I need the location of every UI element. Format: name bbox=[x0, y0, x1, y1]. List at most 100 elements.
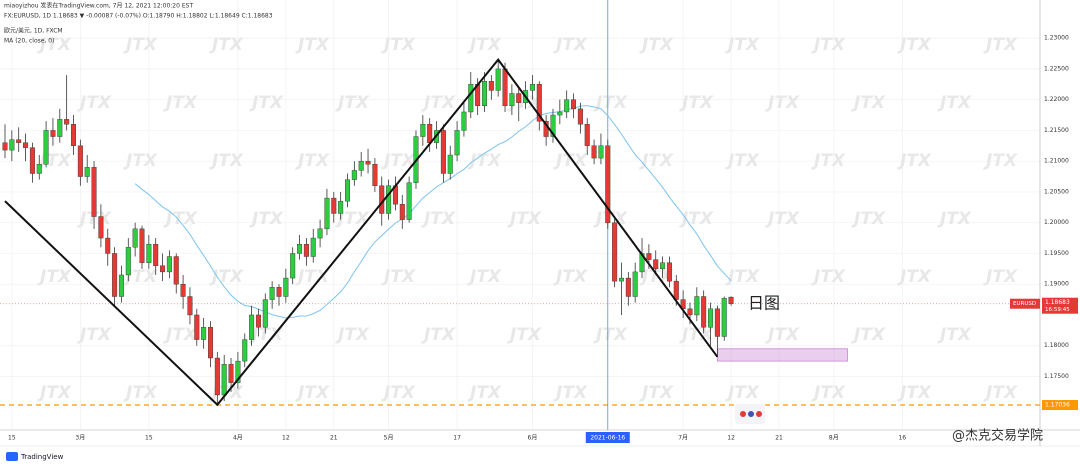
candle-body bbox=[687, 308, 693, 316]
candle-body bbox=[646, 253, 652, 260]
axes: 1.23000 1.22500 1.22000 1.21500 1.21000 1.205… bbox=[8, 35, 1078, 443]
watermark: JTX bbox=[765, 93, 800, 113]
watermark: JTX bbox=[249, 209, 284, 229]
candle-body bbox=[666, 262, 672, 282]
brand: TradingView bbox=[20, 453, 64, 461]
watermark: JTX bbox=[937, 325, 972, 345]
candle-body bbox=[468, 84, 474, 113]
y-tick-label: 1.17500 bbox=[1044, 373, 1069, 380]
watermark: JTX bbox=[679, 93, 714, 113]
x-tick-label: 6月 bbox=[528, 435, 538, 442]
watermark: JTX bbox=[639, 151, 674, 171]
candle-body bbox=[283, 277, 289, 297]
instrument-line: 欧元/美元, 1D, FXCM bbox=[4, 27, 63, 35]
y-tick-label: 1.23000 bbox=[1044, 35, 1069, 42]
candle-body bbox=[255, 314, 261, 328]
watermark: JTX bbox=[897, 267, 932, 287]
watermark: JTX bbox=[249, 93, 284, 113]
watermark: JTX bbox=[421, 325, 456, 345]
watermark: JTX bbox=[467, 383, 502, 403]
watermark: JTX bbox=[421, 93, 456, 113]
candle-body bbox=[447, 154, 453, 174]
candle-body bbox=[221, 363, 227, 396]
watermark: JTX bbox=[639, 35, 674, 55]
watermark: JTX bbox=[897, 383, 932, 403]
watermark: JTX bbox=[593, 93, 628, 113]
candle-body bbox=[344, 179, 350, 202]
candle-body bbox=[139, 228, 145, 263]
watermark: JTX bbox=[123, 151, 158, 171]
candle-body bbox=[365, 160, 371, 165]
candle-body bbox=[386, 185, 392, 214]
candle-body bbox=[694, 296, 700, 316]
ma-line bbox=[134, 105, 732, 319]
trendline bbox=[4, 58, 719, 407]
candle-body bbox=[214, 357, 220, 396]
symbol-label: EURUSD bbox=[1013, 301, 1036, 307]
candle-body bbox=[249, 314, 255, 340]
watermark: JTX bbox=[553, 383, 588, 403]
watermark: JTX bbox=[335, 93, 370, 113]
candle-body bbox=[98, 216, 104, 239]
candle-body bbox=[605, 145, 611, 223]
x-tick-label: 5月 bbox=[384, 435, 394, 442]
candle-body bbox=[207, 327, 213, 359]
candle-body bbox=[660, 262, 666, 270]
x-tick-label: 7月 bbox=[678, 435, 688, 442]
annotation: 日图 bbox=[748, 294, 780, 313]
candle-body bbox=[701, 296, 707, 328]
y-tick-label: 1.19500 bbox=[1044, 250, 1069, 257]
watermark: JTX bbox=[37, 35, 72, 55]
candle-body bbox=[481, 81, 487, 107]
brand-logo bbox=[6, 452, 18, 461]
candle-body bbox=[564, 99, 570, 113]
x-tick-label: 4月 bbox=[233, 435, 243, 442]
watermark: JTX bbox=[335, 209, 370, 229]
candle-body bbox=[351, 170, 357, 180]
grid bbox=[0, 0, 1040, 430]
watermark: JTX bbox=[983, 35, 1018, 55]
x-tick-label: 3月 bbox=[75, 435, 85, 442]
candle-body bbox=[618, 277, 624, 282]
watermark: JTX bbox=[897, 35, 932, 55]
watermark: JTX bbox=[467, 267, 502, 287]
countdown-label: 16:59:45 bbox=[1045, 307, 1070, 313]
watermark: JTX bbox=[37, 267, 72, 287]
watermark: JTX bbox=[639, 383, 674, 403]
price-label: 1.18683 bbox=[1045, 299, 1070, 306]
candle-body bbox=[372, 164, 378, 186]
plot bbox=[0, 0, 1040, 430]
candle-body bbox=[16, 139, 22, 143]
candle-body bbox=[303, 244, 309, 257]
candle-body bbox=[502, 68, 508, 107]
candle-body bbox=[331, 197, 337, 214]
candle-body bbox=[310, 237, 316, 257]
watermark: JTX bbox=[725, 383, 760, 403]
candle-body bbox=[84, 167, 90, 177]
watermark: JTX bbox=[811, 267, 846, 287]
watermark: JTX bbox=[123, 383, 158, 403]
candle-body bbox=[584, 124, 590, 146]
watermark: JTX bbox=[679, 209, 714, 229]
candle-body bbox=[23, 142, 29, 148]
watermark: JTX bbox=[851, 93, 886, 113]
watermark: JTX bbox=[811, 383, 846, 403]
candle-body bbox=[132, 228, 138, 248]
candle-body bbox=[406, 182, 412, 220]
candle-body bbox=[276, 287, 282, 297]
candle-body bbox=[577, 108, 583, 125]
candle-body bbox=[721, 298, 727, 337]
candle-body bbox=[118, 274, 124, 297]
candle-body bbox=[708, 308, 714, 328]
candle-body bbox=[420, 124, 426, 137]
watermark: JTX bbox=[983, 151, 1018, 171]
candle-body bbox=[9, 139, 15, 151]
candle-body bbox=[187, 296, 193, 316]
candle-body bbox=[714, 308, 720, 337]
watermark: JTX bbox=[937, 209, 972, 229]
candle-body bbox=[146, 244, 152, 263]
candle-body bbox=[112, 253, 118, 297]
credit: @杰克交易学院 bbox=[952, 428, 1043, 444]
y-tick-label: 1.18000 bbox=[1044, 342, 1069, 349]
watermark: JTX bbox=[983, 383, 1018, 403]
